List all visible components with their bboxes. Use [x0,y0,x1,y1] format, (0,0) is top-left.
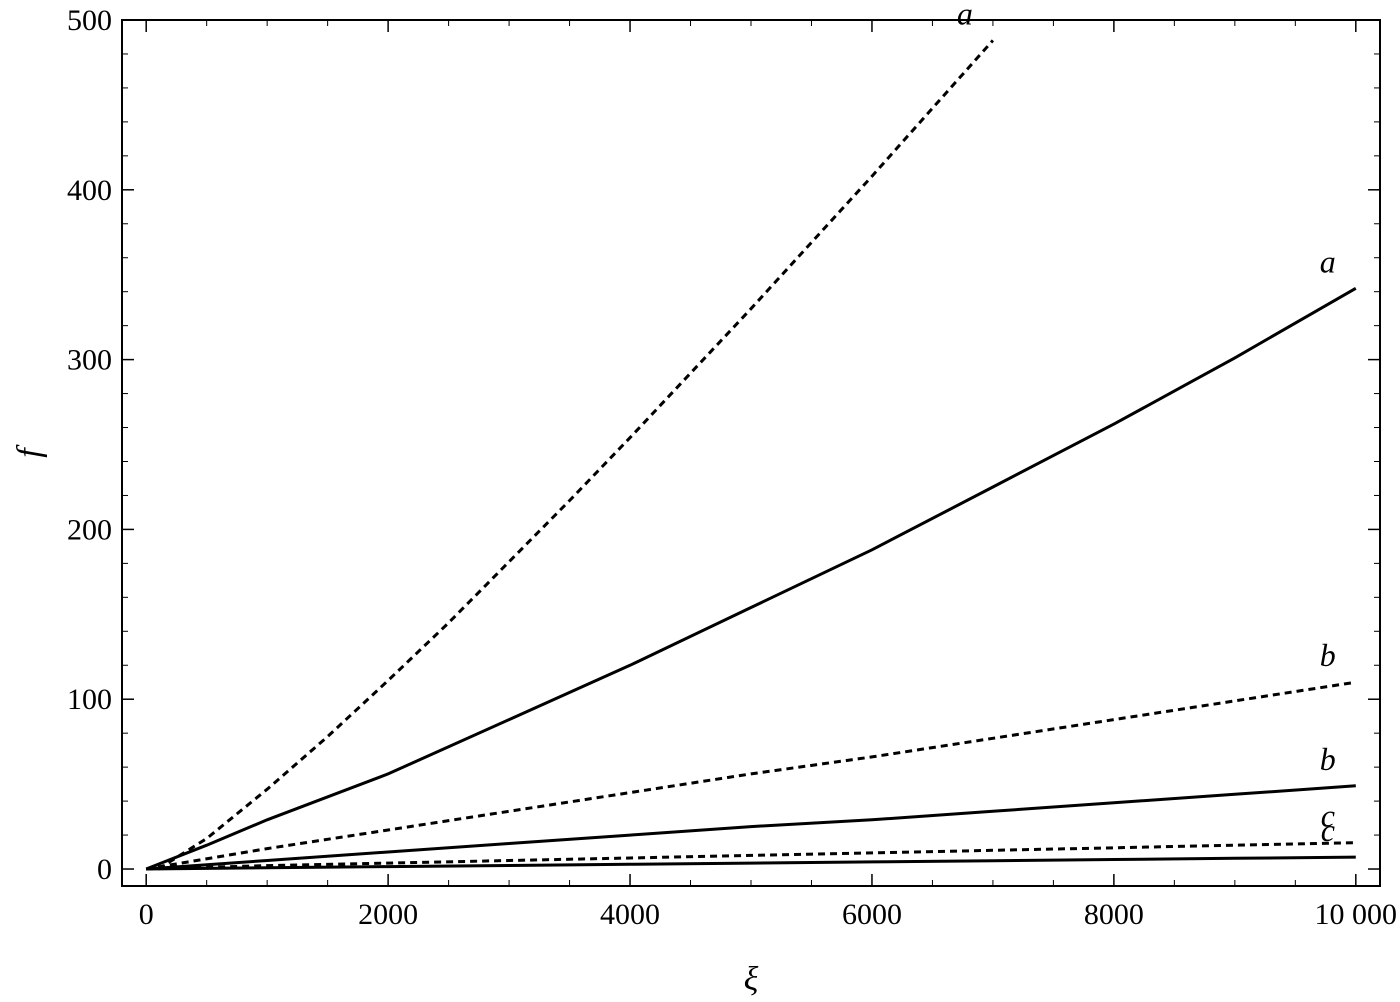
y-tick-label: 100 [67,683,112,716]
x-tick-label: 10 000 [1315,898,1398,931]
y-tick-label: 300 [67,344,112,377]
series-c-solid [146,855,1356,871]
curve-label-b: b [1320,741,1336,777]
series-a-dashed [157,39,995,871]
y-axis-label: f [11,444,48,458]
x-tick-label: 6000 [842,898,902,931]
series-b-solid [146,784,1356,871]
x-tick-label: 2000 [358,898,418,931]
series-b-dashed [145,680,1357,871]
y-tick-label: 400 [67,174,112,207]
curve-label-c: c [1321,812,1335,848]
y-tick-label: 0 [97,853,112,886]
x-tick-label: 8000 [1084,898,1144,931]
plot-frame [121,19,1381,887]
curve-label-b: b [1320,637,1336,673]
axis-ticks: 0 2000 4000 6000 8000 10 000 0 100 200 300 400 500 [67,4,1397,931]
curves [145,39,1357,871]
series-a-solid [145,286,1357,871]
curve-label-a: a [957,0,973,31]
series-c-dashed [146,841,1356,871]
curve-label-c: c [1321,798,1335,834]
x-axis-label: ξ [744,961,759,998]
y-tick-label: 200 [67,513,112,546]
curve-label-a: a [1320,243,1336,279]
x-tick-label: 4000 [600,898,660,931]
y-tick-label: 500 [67,4,112,37]
x-tick-label: 0 [139,898,154,931]
